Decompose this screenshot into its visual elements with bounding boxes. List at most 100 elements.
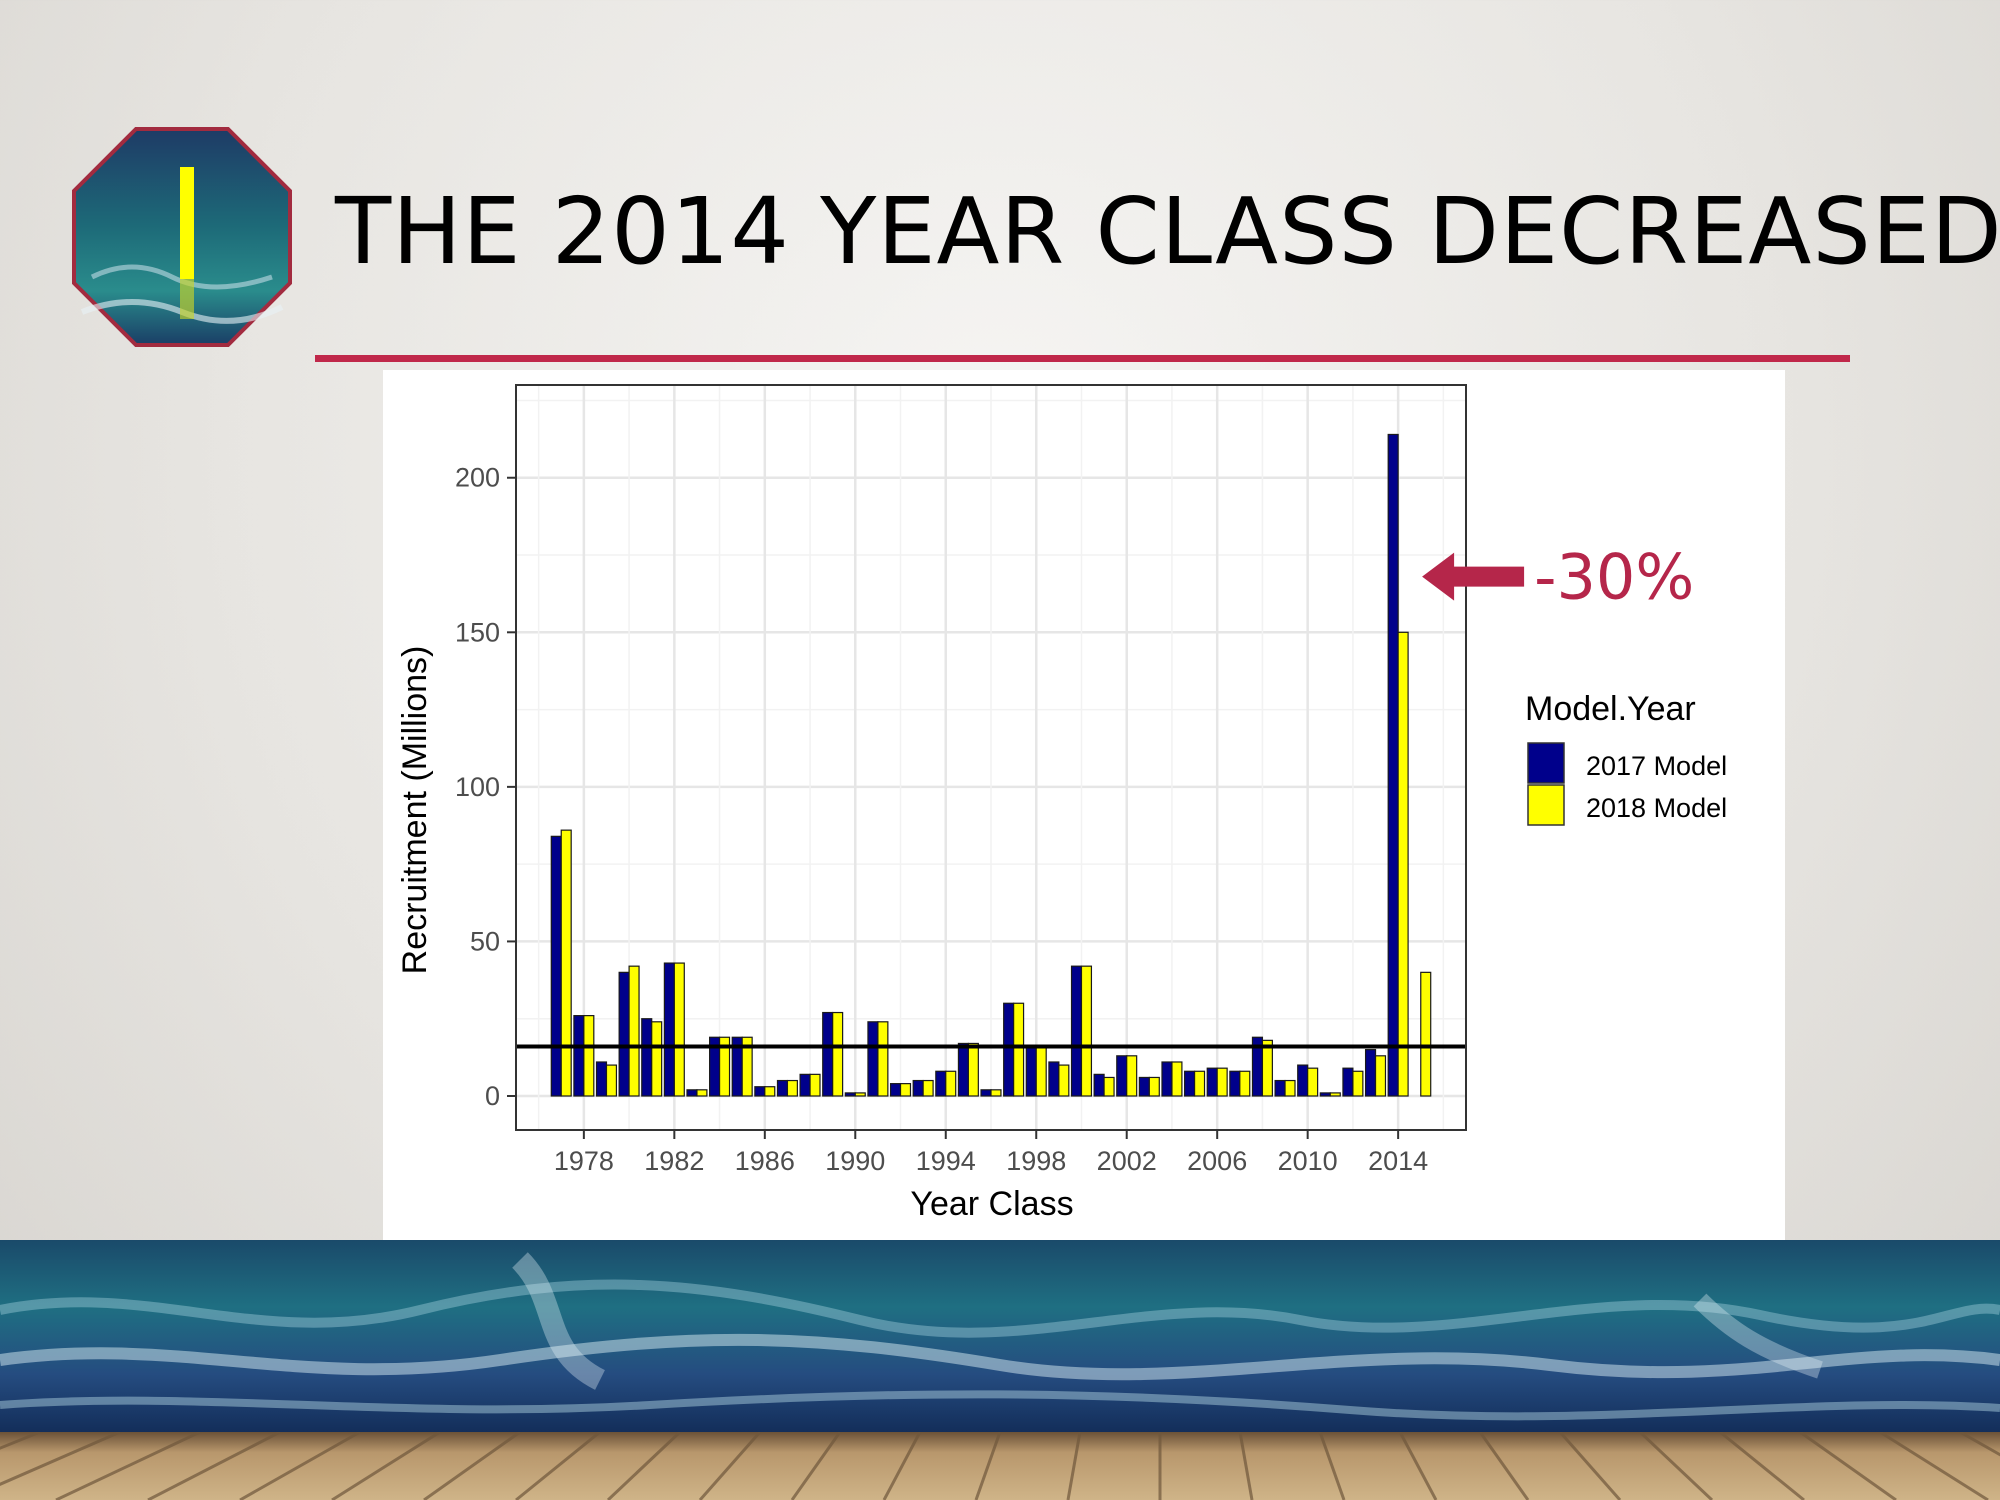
bar-2017-1996	[980, 1089, 992, 1097]
bar-2018-1977	[560, 829, 572, 1097]
bar-2017-2014	[1387, 433, 1399, 1097]
y-axis: 0 50 100 150 200	[455, 463, 516, 1111]
y-tick-label: 0	[485, 1081, 500, 1111]
bar-2017-1987	[776, 1079, 789, 1097]
title-divider	[315, 355, 1850, 362]
deck-seam	[1638, 1432, 1714, 1500]
deck-seam	[790, 1432, 842, 1500]
arrow-left-icon	[1422, 552, 1525, 601]
chart-panel: 0 50 100 150 200 1978 1982 1986 1990 1994 1998 200…	[383, 370, 1785, 1240]
bar-2018-1984	[718, 1036, 731, 1097]
deck-seam	[882, 1432, 922, 1500]
deck-seam	[1879, 1432, 1989, 1500]
bar-2018-1983	[696, 1089, 708, 1097]
bar-2017-2000	[1070, 965, 1083, 1097]
bar-2018-1988	[809, 1073, 821, 1097]
deck-seam	[698, 1432, 762, 1500]
bar-2018-2004	[1171, 1061, 1183, 1097]
legend-label-2017: 2017 Model	[1586, 751, 1727, 781]
bar-2018-1987	[786, 1079, 798, 1097]
deck-seam	[1799, 1432, 1897, 1500]
x-axis: 1978 1982 1986 1990 1994 1998 2002 2006 2010 2014	[554, 1130, 1428, 1176]
bar-2018-1979	[605, 1064, 618, 1097]
grid	[516, 385, 1466, 1130]
bar-2017-2011	[1319, 1092, 1331, 1097]
bar-2018-1999	[1058, 1064, 1070, 1097]
bar-2018-1982	[673, 962, 685, 1097]
legend-swatch-2018	[1527, 784, 1565, 826]
deck-seam	[1959, 1432, 2000, 1457]
bar-2017-1998	[1025, 1045, 1037, 1097]
bar-2018-2012	[1352, 1070, 1364, 1097]
bar-2017-2007	[1229, 1070, 1241, 1097]
legend-title: Model.Year	[1525, 690, 1696, 728]
deck-seam	[515, 1432, 601, 1500]
bar-2018-2002	[1126, 1055, 1138, 1097]
bar-2018-2000	[1080, 965, 1093, 1097]
bar-2017-1977	[550, 835, 562, 1097]
bar-2018-1994	[945, 1070, 957, 1097]
bar-2017-2001	[1093, 1073, 1105, 1097]
deck-seam	[1398, 1432, 1438, 1500]
deck-seam	[1558, 1432, 1622, 1500]
bar-2017-1991	[867, 1021, 879, 1097]
x-tick-label: 1994	[916, 1146, 976, 1176]
deck-seam	[423, 1432, 521, 1500]
plot-frame	[515, 384, 1467, 1131]
x-tick-label: 2014	[1368, 1146, 1428, 1176]
deck-seam	[974, 1432, 1002, 1500]
deck-seam	[239, 1432, 361, 1500]
bar-2018-2006	[1216, 1067, 1228, 1097]
bar-2018-2010	[1307, 1067, 1319, 1097]
deck-seam	[606, 1432, 682, 1500]
bar-2018-2009	[1284, 1079, 1296, 1097]
deck-seam	[0, 1432, 41, 1450]
bar-2018-1991	[877, 1021, 889, 1097]
bar-2018-2008	[1261, 1039, 1273, 1097]
wooden-deck-image	[0, 1432, 2000, 1500]
bar-2017-2005	[1184, 1070, 1196, 1097]
bar-2018-1995	[967, 1042, 979, 1097]
bar-2018-1989	[832, 1011, 844, 1097]
bar-2018-2015	[1420, 971, 1432, 1097]
bar-2017-1993	[912, 1079, 924, 1097]
bar-2017-2004	[1161, 1061, 1173, 1097]
bar-2018-1986	[764, 1086, 776, 1097]
bar-2018-1978	[583, 1015, 595, 1097]
bar-2017-1981	[641, 1018, 653, 1097]
bar-2018-1990	[854, 1092, 866, 1097]
x-tick-label: 2002	[1097, 1146, 1157, 1176]
deck-seam	[1478, 1432, 1530, 1500]
deck-seam	[0, 1432, 121, 1486]
annotation-label: -30%	[1534, 541, 1694, 614]
deck-seam	[1719, 1432, 1805, 1500]
bar-2018-2011	[1329, 1092, 1341, 1097]
bar-2017-1994	[935, 1070, 947, 1097]
bar-2018-1993	[922, 1079, 934, 1097]
bar-2018-1996	[990, 1089, 1002, 1097]
bar-2017-1999	[1048, 1061, 1060, 1097]
bar-2017-2010	[1297, 1064, 1309, 1097]
bar-2017-2006	[1206, 1067, 1218, 1097]
bar-2017-1992	[889, 1083, 902, 1097]
bar-2017-1995	[957, 1042, 969, 1097]
x-tick-label: 1978	[554, 1146, 614, 1176]
bar-2017-2003	[1138, 1076, 1150, 1097]
bar-2018-2001	[1103, 1076, 1115, 1097]
legend: Model.Year 2017 Model 2018 Model	[1525, 690, 1727, 826]
x-tick-label: 1998	[1006, 1146, 1066, 1176]
bar-2018-1981	[651, 1021, 663, 1097]
bars	[550, 433, 1432, 1097]
bar-2017-1988	[799, 1073, 811, 1097]
bar-2018-1985	[741, 1036, 753, 1097]
x-tick-label: 1986	[735, 1146, 795, 1176]
legend-swatch-2017	[1527, 742, 1565, 784]
annotation: -30%	[1422, 541, 1694, 614]
bar-2017-1978	[573, 1015, 585, 1097]
y-tick-label: 50	[470, 926, 500, 956]
deck-seam	[1066, 1432, 1082, 1500]
deck-seam	[331, 1432, 441, 1500]
bar-2018-2007	[1239, 1070, 1251, 1097]
bar-2017-2013	[1364, 1049, 1377, 1097]
bar-2017-2002	[1116, 1055, 1128, 1097]
